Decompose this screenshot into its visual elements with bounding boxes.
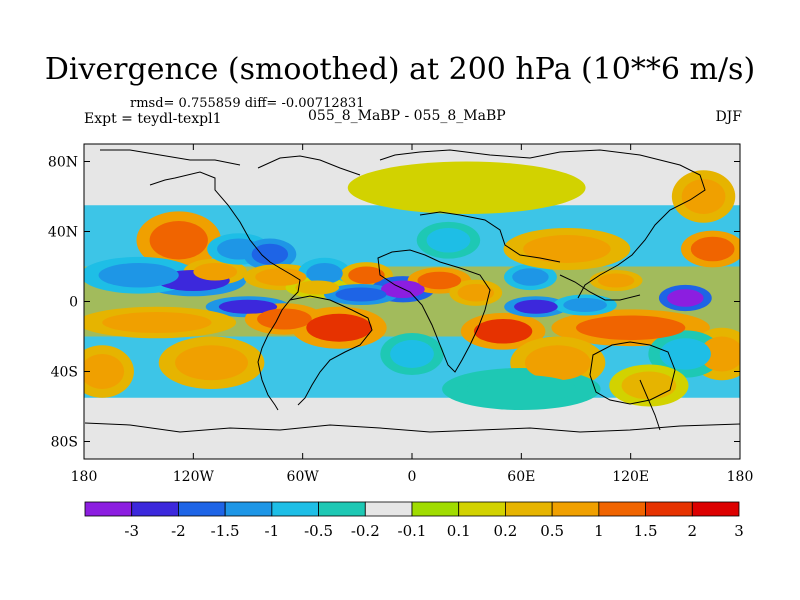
colorbar-label-11: 1.5: [634, 522, 658, 540]
anomaly-core-32: [84, 354, 125, 389]
coastline-0: [149, 171, 301, 411]
y-tick-label-1: 40N: [48, 225, 78, 241]
colorbar-box-12: [645, 501, 693, 517]
colorbar-label-0: -3: [124, 522, 139, 540]
colorbar-label-7: 0.1: [447, 522, 471, 540]
colorbar-label-6: -0.1: [398, 522, 427, 540]
anomaly-core-21: [218, 299, 278, 314]
x-tick-label-5: 120E: [612, 469, 649, 485]
colorbar-label-4: -0.5: [304, 522, 333, 540]
colorbar-label-3: -1: [265, 522, 280, 540]
anomaly-core-34: [659, 338, 711, 370]
y-tick-label-4: 80S: [51, 435, 78, 451]
coastline-6: [100, 149, 241, 166]
anomaly-core-13: [457, 284, 494, 302]
anomaly-core-25: [473, 319, 533, 344]
x-tick-label-1: 120W: [173, 469, 215, 485]
colorbar-label-5: -0.2: [351, 522, 380, 540]
chart-title: Divergence (smoothed) at 200 hPa (10**6 …: [44, 52, 756, 87]
anomaly-core-15: [597, 273, 635, 288]
colorbar-label-8: 0.2: [493, 522, 517, 540]
anomaly-core-10: [381, 280, 425, 298]
y-tick-label-2: 0: [69, 295, 78, 311]
anomaly-core-0: [149, 221, 208, 260]
colorbar-label-2: -1.5: [211, 522, 240, 540]
colorbar-box-7: [411, 501, 460, 517]
anomaly-core-8: [295, 280, 340, 295]
coastline-4: [419, 211, 561, 263]
colorbar-label-1: -2: [171, 522, 186, 540]
anomaly-core-23: [306, 313, 372, 342]
season-label: DJF: [715, 109, 742, 125]
anomaly-core-9: [348, 266, 385, 284]
comparison-label: 055_8_MaBP - 055_8_MaBP: [308, 108, 506, 124]
coastline-2: [379, 149, 706, 299]
colorbar-box-11: [598, 501, 646, 517]
anomaly-core-33: [699, 336, 740, 372]
anomaly-core-29: [524, 345, 591, 381]
anomaly-core-35: [621, 371, 677, 400]
colorbar-label-13: 3: [734, 522, 744, 540]
anomaly-field: [84, 144, 740, 459]
anomaly-core-17: [690, 236, 735, 262]
coastline-9: [559, 274, 641, 301]
anomaly-core-20: [681, 179, 726, 214]
colorbar-box-3: [224, 501, 273, 517]
anomaly-core-4: [217, 238, 261, 260]
anomaly-core-36: [466, 375, 576, 403]
anomaly-core-26: [576, 315, 686, 340]
colorbar-box-0: [84, 501, 133, 517]
experiment-label: Expt = teydl-texpl1: [84, 111, 222, 127]
anomaly-core-6: [255, 268, 307, 286]
anomaly-core-12: [417, 271, 462, 290]
anomaly-core-24: [102, 312, 212, 333]
colorbar-box-13: [691, 501, 740, 517]
y-tick-label-0: 80N: [48, 155, 78, 171]
colorbar-box-9: [505, 501, 553, 517]
anomaly-core-31: [175, 345, 248, 381]
colorbar-box-5: [318, 501, 366, 517]
stats-label: rmsd= 0.755859 diff= -0.00712831: [130, 96, 365, 111]
anomaly-core-30: [390, 340, 434, 368]
anomaly-core-28: [563, 298, 607, 312]
y-tick-label-3: 40S: [51, 365, 78, 381]
colorbar-label-10: 1: [594, 522, 604, 540]
colorbar-box-8: [458, 501, 506, 517]
colorbar-box-4: [271, 501, 319, 517]
coastline-3: [377, 249, 491, 373]
colorbar-label-12: 2: [688, 522, 698, 540]
x-tick-label-4: 60E: [507, 469, 535, 485]
colorbar-box-2: [178, 501, 226, 517]
colorbar-label-9: 0.5: [540, 522, 564, 540]
coastline-8: [84, 422, 740, 433]
anomaly-core-37: [384, 170, 549, 206]
anomaly-core-11: [335, 287, 387, 302]
x-tick-label-0: 180: [71, 469, 98, 485]
anomaly-core-19: [426, 228, 471, 253]
coastline-10: [639, 379, 661, 431]
x-tick-label-6: 180: [727, 469, 754, 485]
anomaly-core-7: [306, 263, 343, 284]
colorbar-box-10: [551, 501, 600, 517]
coastline-1: [289, 295, 373, 406]
anomaly-core-14: [512, 268, 549, 286]
anomaly-core-18: [523, 235, 611, 263]
anomaly-core-16: [667, 289, 704, 307]
colorbar-box-6: [364, 501, 413, 517]
coastline-5: [589, 341, 676, 405]
anomaly-core-2: [98, 263, 179, 288]
anomaly-core-3: [193, 263, 238, 281]
anomaly-core-22: [257, 308, 312, 330]
x-tick-label-2: 60W: [287, 469, 320, 485]
colorbar-box-1: [131, 501, 179, 517]
anomaly-core-27: [514, 299, 558, 314]
coastline-7: [257, 155, 361, 176]
x-tick-label-3: 0: [408, 469, 417, 485]
anomaly-core-5: [251, 243, 289, 265]
